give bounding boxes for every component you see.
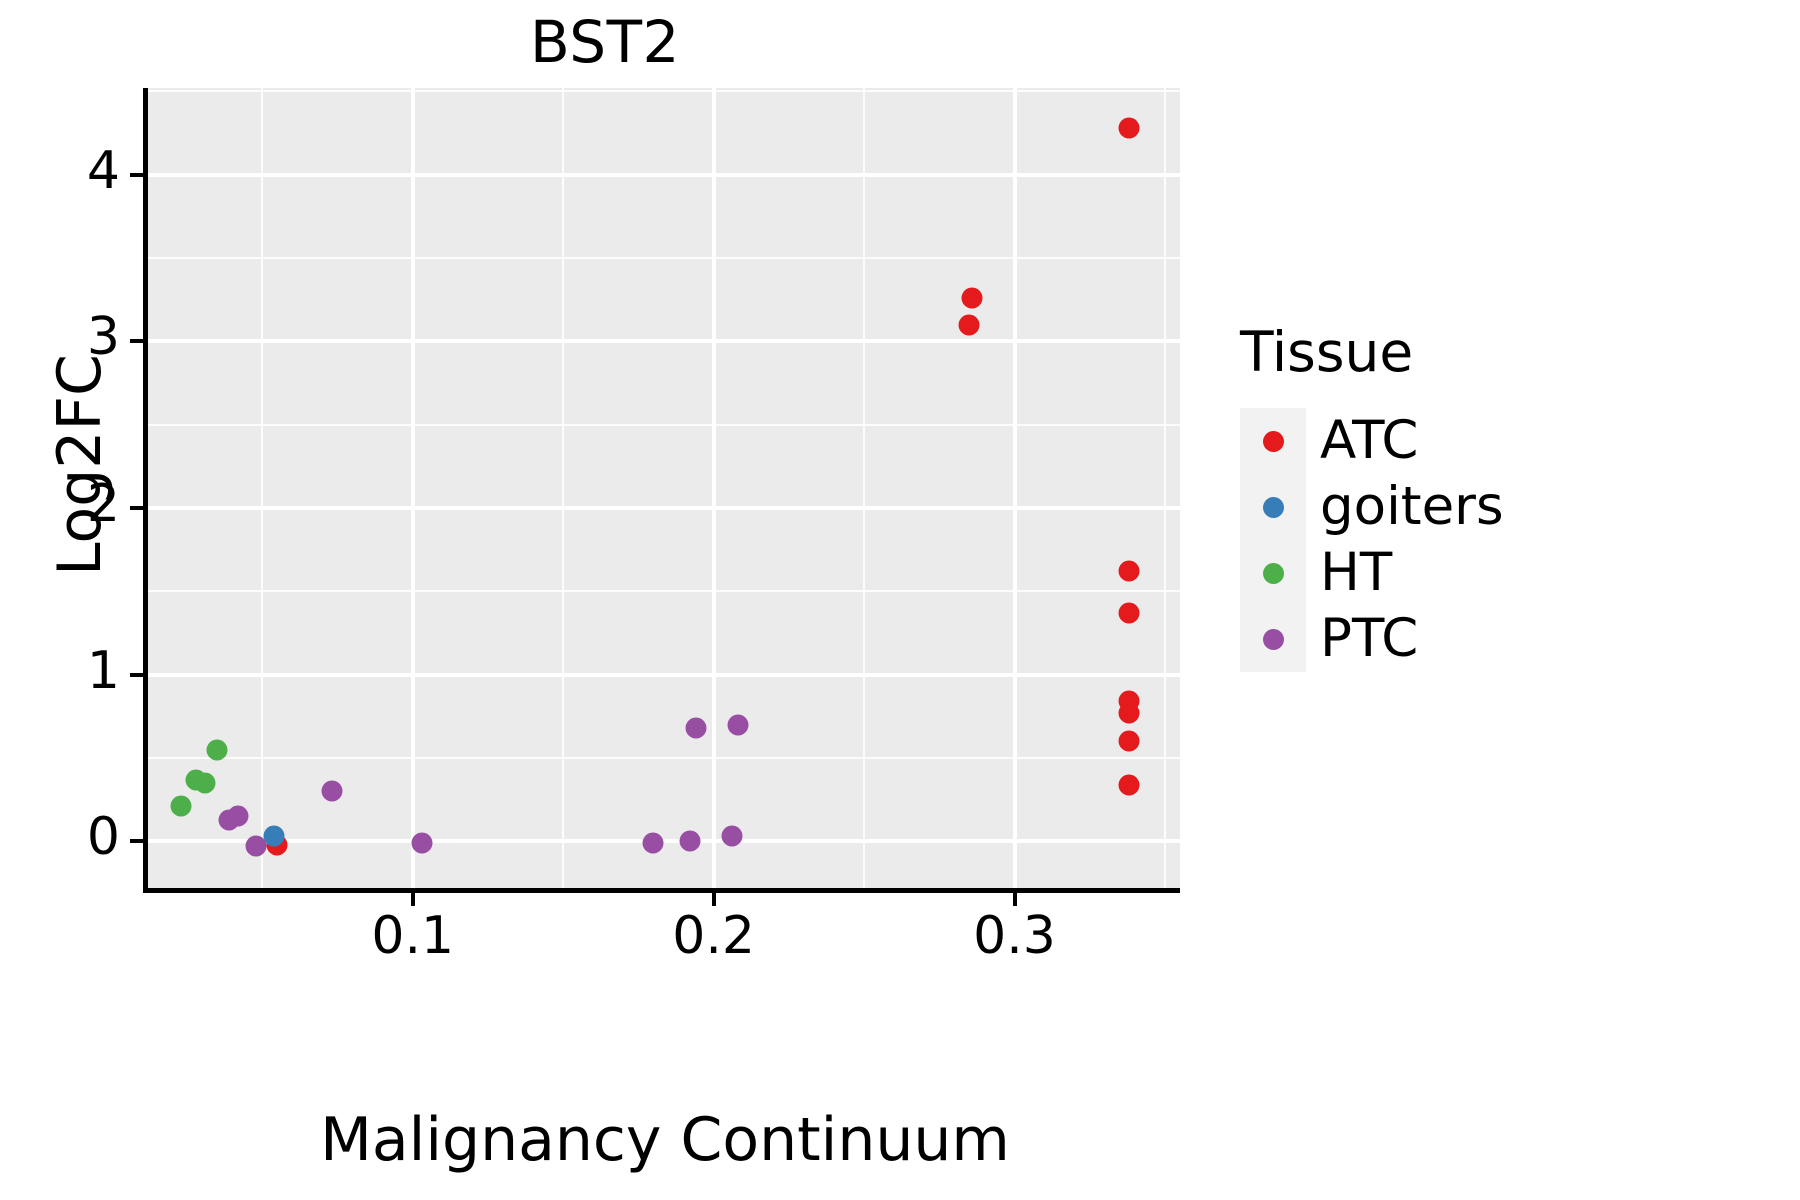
data-point-ptc: [727, 714, 749, 736]
legend-keys: [1240, 408, 1306, 672]
y-tick-mark: [130, 839, 143, 844]
x-tick-label: 0.1: [371, 906, 455, 966]
legend-key-atc[interactable]: [1240, 408, 1306, 474]
data-point-atc: [1118, 602, 1140, 624]
x-tick-label: 0.3: [973, 906, 1056, 966]
data-point-atc: [1118, 702, 1140, 724]
legend-label-goiters[interactable]: goiters: [1320, 476, 1504, 537]
y-tick-label: 1: [86, 640, 120, 701]
x-axis-line: [148, 888, 1180, 893]
gridline-major-horizontal: [148, 672, 1180, 677]
gridline-minor-vertical: [562, 88, 565, 888]
data-point-ptc: [218, 809, 240, 831]
y-tick-label: 2: [86, 474, 120, 534]
data-point-ptc: [642, 832, 664, 854]
y-tick-mark: [130, 672, 143, 677]
legend-label-ht[interactable]: HT: [1320, 542, 1393, 603]
legend-title: Tissue: [1240, 320, 1414, 384]
x-tick-mark: [711, 893, 716, 906]
legend-label-atc[interactable]: ATC: [1320, 410, 1419, 471]
data-point-ptc: [679, 830, 701, 852]
gridline-minor-vertical: [863, 88, 866, 888]
data-point-ptc: [321, 780, 343, 802]
x-tick-mark: [410, 893, 415, 906]
gridline-major-horizontal: [148, 506, 1180, 510]
data-point-ht: [194, 772, 216, 794]
data-point-ptc: [411, 832, 433, 854]
x-axis-title: Malignancy Continuum: [320, 1105, 1010, 1175]
y-tick-mark: [130, 172, 143, 177]
y-tick-mark: [130, 506, 143, 510]
gridline-minor-horizontal: [148, 590, 1180, 593]
data-point-atc: [1118, 730, 1140, 752]
gridline-major-horizontal: [148, 839, 1180, 844]
legend-labels: ATC goiters HT PTC: [1320, 408, 1504, 672]
gridline-major-vertical: [1012, 88, 1017, 888]
y-tick-label: 4: [86, 140, 120, 201]
y-axis-title: Log2FC: [45, 354, 115, 576]
legend-swatch-icon: [1262, 628, 1284, 650]
gridline-minor-horizontal: [148, 257, 1180, 259]
legend-key-ht[interactable]: [1240, 540, 1306, 606]
data-point-ptc: [685, 717, 707, 739]
legend-key-ptc[interactable]: [1240, 606, 1306, 672]
data-point-atc: [961, 287, 983, 309]
data-point-goiters: [263, 825, 285, 847]
x-tick-mark: [1012, 893, 1017, 906]
y-tick-label: 3: [86, 307, 120, 368]
gridline-major-vertical: [410, 88, 415, 888]
y-tick-mark: [130, 339, 143, 344]
plot-panel: [148, 88, 1180, 888]
y-axis-line: [143, 88, 148, 893]
gridline-major-horizontal: [148, 339, 1180, 344]
legend-swatch-icon: [1262, 496, 1284, 518]
data-point-ht: [206, 739, 228, 761]
gridline-major-vertical: [711, 88, 716, 888]
data-point-atc: [1118, 774, 1140, 796]
gridline-major-horizontal: [148, 172, 1180, 177]
data-point-atc: [1118, 560, 1140, 582]
page-title: BST2: [530, 8, 680, 76]
legend-key-goiters[interactable]: [1240, 474, 1306, 540]
x-tick-label: 0.2: [672, 906, 755, 966]
data-point-ptc: [245, 835, 267, 857]
legend-swatch-icon: [1262, 562, 1284, 584]
gridline-minor-horizontal: [148, 90, 1180, 93]
data-point-ht: [170, 795, 192, 817]
legend-swatch-icon: [1262, 430, 1284, 452]
data-point-atc: [958, 314, 980, 336]
gridline-minor-horizontal: [148, 757, 1180, 759]
gridline-minor-vertical: [261, 88, 264, 888]
data-point-atc: [1118, 117, 1140, 139]
y-tick-label: 0: [86, 807, 120, 868]
gridline-minor-vertical: [1163, 88, 1166, 888]
data-point-ptc: [721, 825, 743, 847]
legend: Tissue ATC goiters HT PTC: [1232, 320, 1652, 672]
legend-label-ptc[interactable]: PTC: [1320, 608, 1419, 669]
gridline-minor-horizontal: [148, 423, 1180, 426]
